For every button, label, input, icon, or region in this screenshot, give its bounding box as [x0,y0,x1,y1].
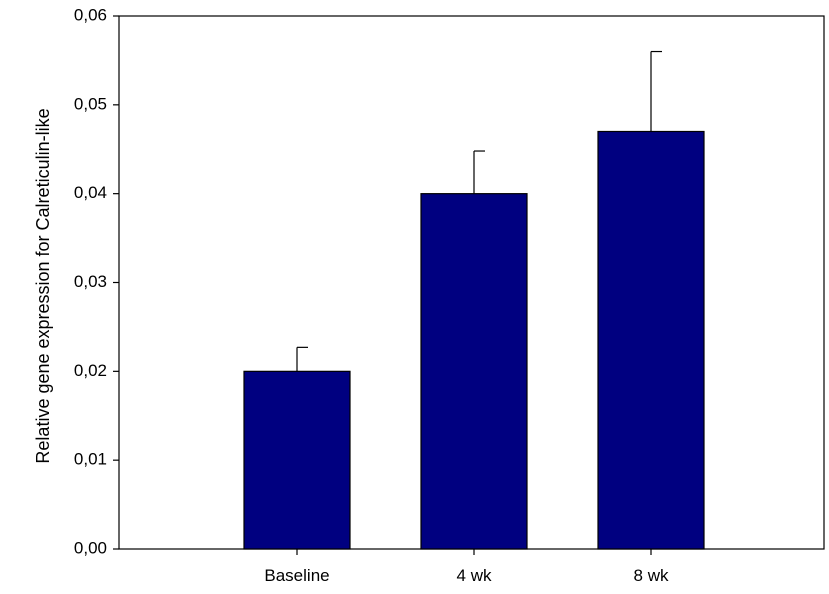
y-tick-label: 0,03 [74,272,107,291]
y-tick-label: 0,01 [74,450,107,469]
bar-8-wk [597,130,705,550]
y-tick-label: 0,04 [74,183,107,202]
bar-baseline [243,370,351,550]
y-tick-label: 0,06 [74,5,107,24]
y-axis: 0,00 0,01 0,02 0,03 0,04 0,05 0,06 [74,5,119,557]
y-tick-label: 0,02 [74,361,107,380]
y-tick-label: 0,05 [74,94,107,113]
x-axis: Baseline 4 wk 8 wk [264,549,669,585]
y-tick-label: 0,00 [74,538,107,557]
x-tick-label: Baseline [264,566,329,585]
x-tick-label: 8 wk [634,566,669,585]
bar-4-wk [420,193,528,550]
y-axis-title: Relative gene expression for Calreticuli… [33,108,53,463]
bars [243,130,705,550]
x-tick-label: 4 wk [457,566,492,585]
error-bars [296,50,662,372]
